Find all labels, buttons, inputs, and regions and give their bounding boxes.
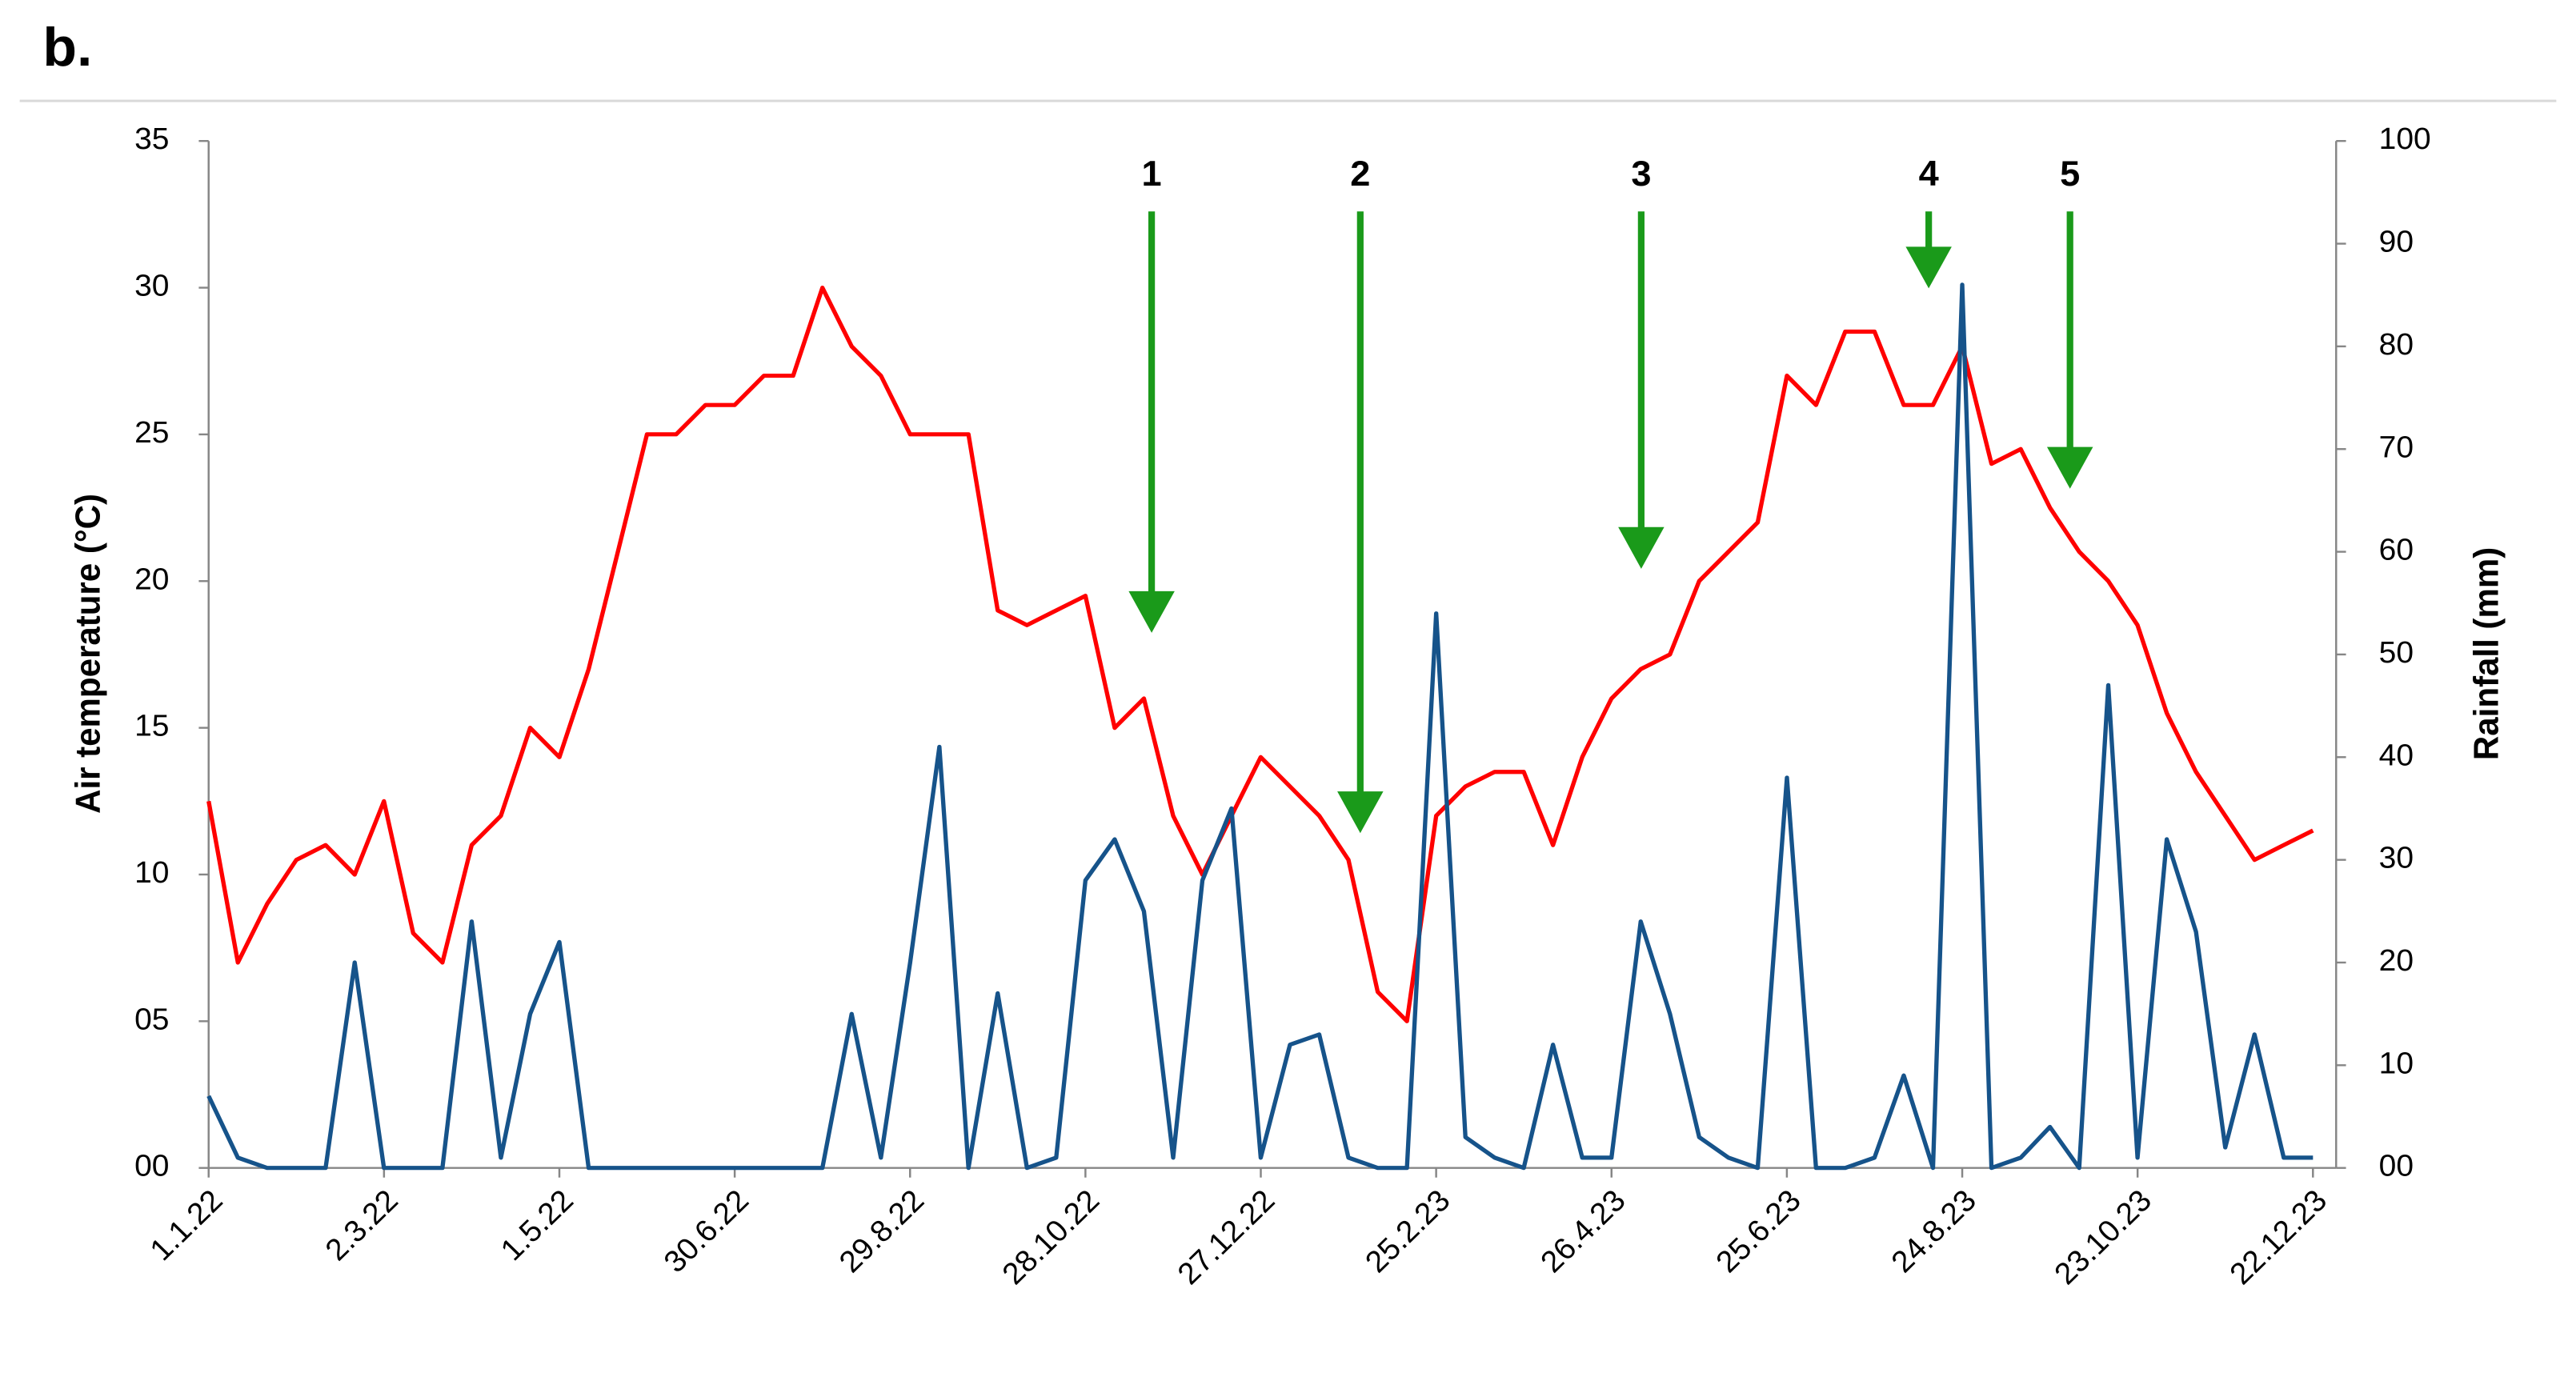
- x-tick-label: 25.2.23: [1359, 1183, 1457, 1279]
- panel-label: b.: [42, 17, 92, 78]
- annotation: 3: [1631, 154, 1651, 193]
- x-tick-label: 26.4.23: [1534, 1183, 1633, 1279]
- annotation: 1: [1142, 154, 1162, 193]
- x-tick-label: 2.3.22: [318, 1183, 404, 1267]
- y2-tick-label: 30: [2379, 841, 2414, 875]
- annotation: 5: [2060, 154, 2080, 193]
- x-tick-label: 27.12.22: [1171, 1183, 1281, 1291]
- y2-tick-label: 60: [2379, 533, 2414, 566]
- y-tick-label: 00: [134, 1149, 169, 1183]
- line-series: [206, 286, 2314, 1023]
- x-tick-label: 25.6.23: [1709, 1183, 1808, 1279]
- x-tick-label: 1.1.22: [143, 1183, 229, 1267]
- annotation: 2: [1350, 154, 1370, 193]
- y-tick-label: 05: [134, 1003, 169, 1036]
- arrow-head: [1337, 791, 1384, 834]
- y2-tick-label: 100: [2379, 122, 2431, 156]
- y-tick-label: 20: [134, 562, 169, 596]
- y-tick-label: 10: [134, 855, 169, 889]
- y2-tick-label: 10: [2379, 1047, 2414, 1080]
- y-tick-label: 35: [134, 122, 169, 156]
- x-tick-label: 23.10.23: [2048, 1183, 2158, 1291]
- line-series: [206, 282, 2314, 1171]
- y2-tick-label: 40: [2379, 739, 2414, 772]
- x-tick-label: 30.6.22: [657, 1183, 755, 1279]
- y2-tick-label: 20: [2379, 943, 2414, 977]
- y-tick-label: 15: [134, 709, 169, 743]
- y-tick-label: 30: [134, 269, 169, 302]
- x-tick-label: 24.8.23: [1885, 1183, 1983, 1279]
- y2-tick-label: 00: [2379, 1149, 2414, 1183]
- y2-axis-title: Rainfall (mm): [2467, 547, 2506, 760]
- x-tick-label: 28.10.22: [996, 1183, 1106, 1291]
- y2-tick-label: 70: [2379, 430, 2414, 464]
- y2-tick-label: 80: [2379, 327, 2414, 361]
- x-tick-label: 22.12.23: [2223, 1183, 2334, 1291]
- y-axis-title: Air temperature (°C): [69, 494, 108, 814]
- arrow-head: [1618, 526, 1665, 569]
- y-tick-label: 25: [134, 415, 169, 449]
- arrow-head: [2046, 446, 2093, 489]
- x-tick-label: 1.5.22: [495, 1183, 580, 1267]
- y2-tick-label: 50: [2379, 635, 2414, 669]
- arrow-head: [1905, 246, 1952, 289]
- annotation: 4: [1919, 154, 1939, 193]
- x-tick-label: 29.8.22: [833, 1183, 931, 1279]
- arrow-head: [1128, 590, 1175, 633]
- y2-tick-label: 90: [2379, 225, 2414, 258]
